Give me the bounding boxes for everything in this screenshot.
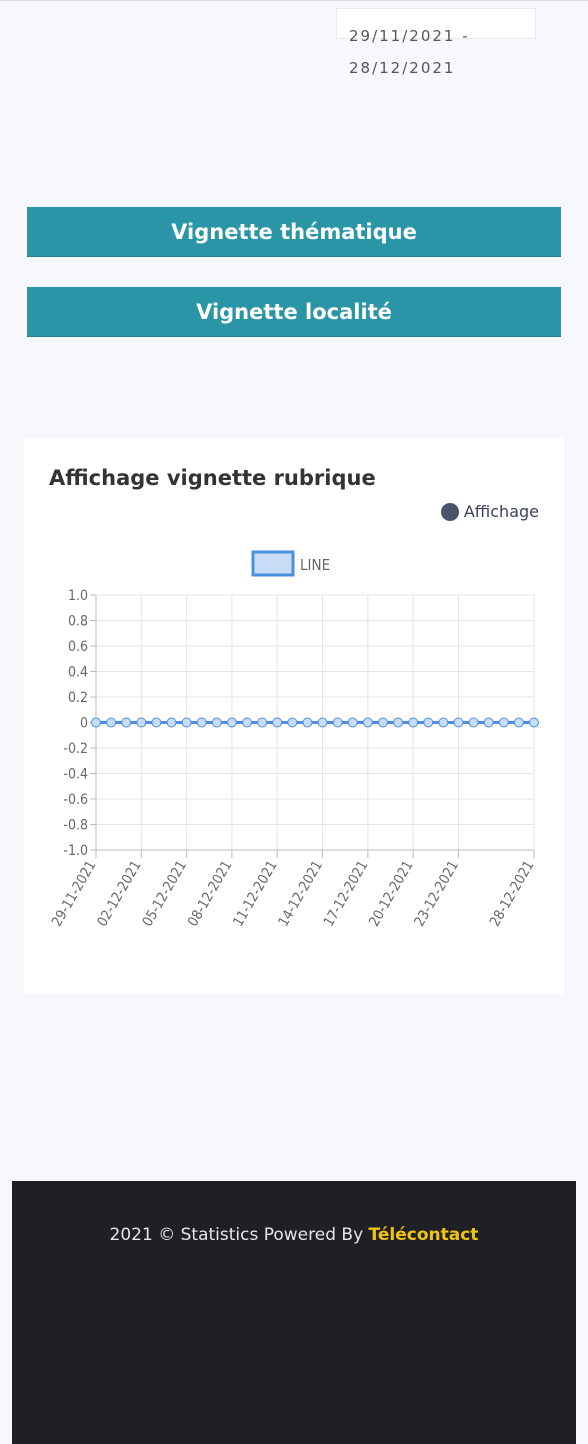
- footer-brand-link[interactable]: Télécontact: [368, 1225, 479, 1245]
- data-point: [362, 717, 373, 728]
- date-range-picker[interactable]: [336, 8, 536, 39]
- data-point: [513, 717, 524, 728]
- data-point: [529, 717, 539, 728]
- x-tick-label: 28-12-2021: [487, 858, 537, 929]
- x-tick-label: 20-12-2021: [366, 858, 416, 929]
- x-tick-label: 17-12-2021: [321, 858, 371, 929]
- chart-card: Affichage vignette rubrique Affichage LI…: [24, 438, 564, 994]
- line-chart: LINE 1.0 0.8 0.6 0.4 0.2 0 -0.2 -0.4 -0.6 -0.8 -1.0…: [49, 550, 539, 929]
- x-tick-label: 02-12-2021: [94, 858, 144, 929]
- y-tick-label: 1.0: [68, 588, 88, 604]
- data-point: [181, 717, 192, 728]
- data-point: [272, 717, 283, 728]
- data-point: [257, 717, 268, 728]
- data-point: [242, 717, 253, 728]
- data-point: [226, 717, 237, 728]
- top-divider: [0, 0, 588, 1]
- y-tick-label: -1.0: [63, 843, 88, 859]
- y-tick-label: -0.8: [63, 818, 88, 834]
- data-point: [498, 717, 509, 728]
- footer-prefix: 2021 © Statistics Powered By: [109, 1225, 369, 1245]
- data-point: [91, 717, 101, 728]
- footer: 2021 © Statistics Powered By Télécontact: [12, 1181, 576, 1444]
- data-point: [393, 717, 404, 728]
- data-point: [317, 717, 328, 728]
- data-point: [468, 717, 479, 728]
- series-legend[interactable]: Affichage: [440, 502, 539, 521]
- data-point: [453, 717, 464, 728]
- data-point: [211, 717, 222, 728]
- data-point: [136, 717, 147, 728]
- x-tick-label: 05-12-2021: [140, 858, 190, 929]
- date-range-text[interactable]: 29/11/2021 - 28/12/2021: [349, 20, 509, 84]
- x-tick-label: 11-12-2021: [230, 858, 280, 929]
- data-point: [121, 717, 132, 728]
- data-point: [166, 717, 177, 728]
- y-tick-label: 0.4: [68, 665, 88, 681]
- data-point: [408, 717, 419, 728]
- data-point: [483, 717, 494, 728]
- x-tick-label: 29-11-2021: [49, 858, 99, 929]
- legend-swatch: [251, 550, 295, 577]
- y-tick-label: -0.2: [63, 741, 88, 757]
- data-point: [287, 717, 298, 728]
- data-point: [302, 717, 313, 728]
- data-point: [347, 717, 358, 728]
- data-point: [377, 717, 388, 728]
- date-range-end: 28/12/2021: [349, 59, 456, 77]
- y-tick-label: 0.6: [68, 639, 88, 655]
- data-point: [196, 717, 207, 728]
- legend-text: LINE: [300, 556, 330, 574]
- date-range-start: 29/11/2021 -: [349, 27, 470, 45]
- legend-label: Affichage: [463, 502, 539, 521]
- legend-dot-icon: [440, 502, 459, 521]
- data-point: [332, 717, 343, 728]
- card-title: Affichage vignette rubrique: [49, 466, 376, 490]
- vignette-thematique-button[interactable]: Vignette thématique: [27, 207, 561, 257]
- y-tick-label: 0.8: [68, 614, 88, 630]
- y-tick-label: -0.6: [63, 792, 88, 808]
- x-tick-label: 08-12-2021: [185, 858, 235, 929]
- vignette-localite-button[interactable]: Vignette localité: [27, 287, 561, 337]
- y-tick-label: 0: [80, 716, 88, 732]
- data-point: [151, 717, 162, 728]
- data-point: [423, 717, 434, 728]
- data-point: [438, 717, 449, 728]
- data-point: [106, 717, 117, 728]
- x-tick-label: 23-12-2021: [411, 858, 461, 929]
- y-tick-label: -0.4: [63, 767, 88, 783]
- footer-text: 2021 © Statistics Powered By Télécontact: [12, 1225, 576, 1245]
- y-tick-label: 0.2: [68, 690, 88, 706]
- x-tick-label: 14-12-2021: [276, 858, 326, 929]
